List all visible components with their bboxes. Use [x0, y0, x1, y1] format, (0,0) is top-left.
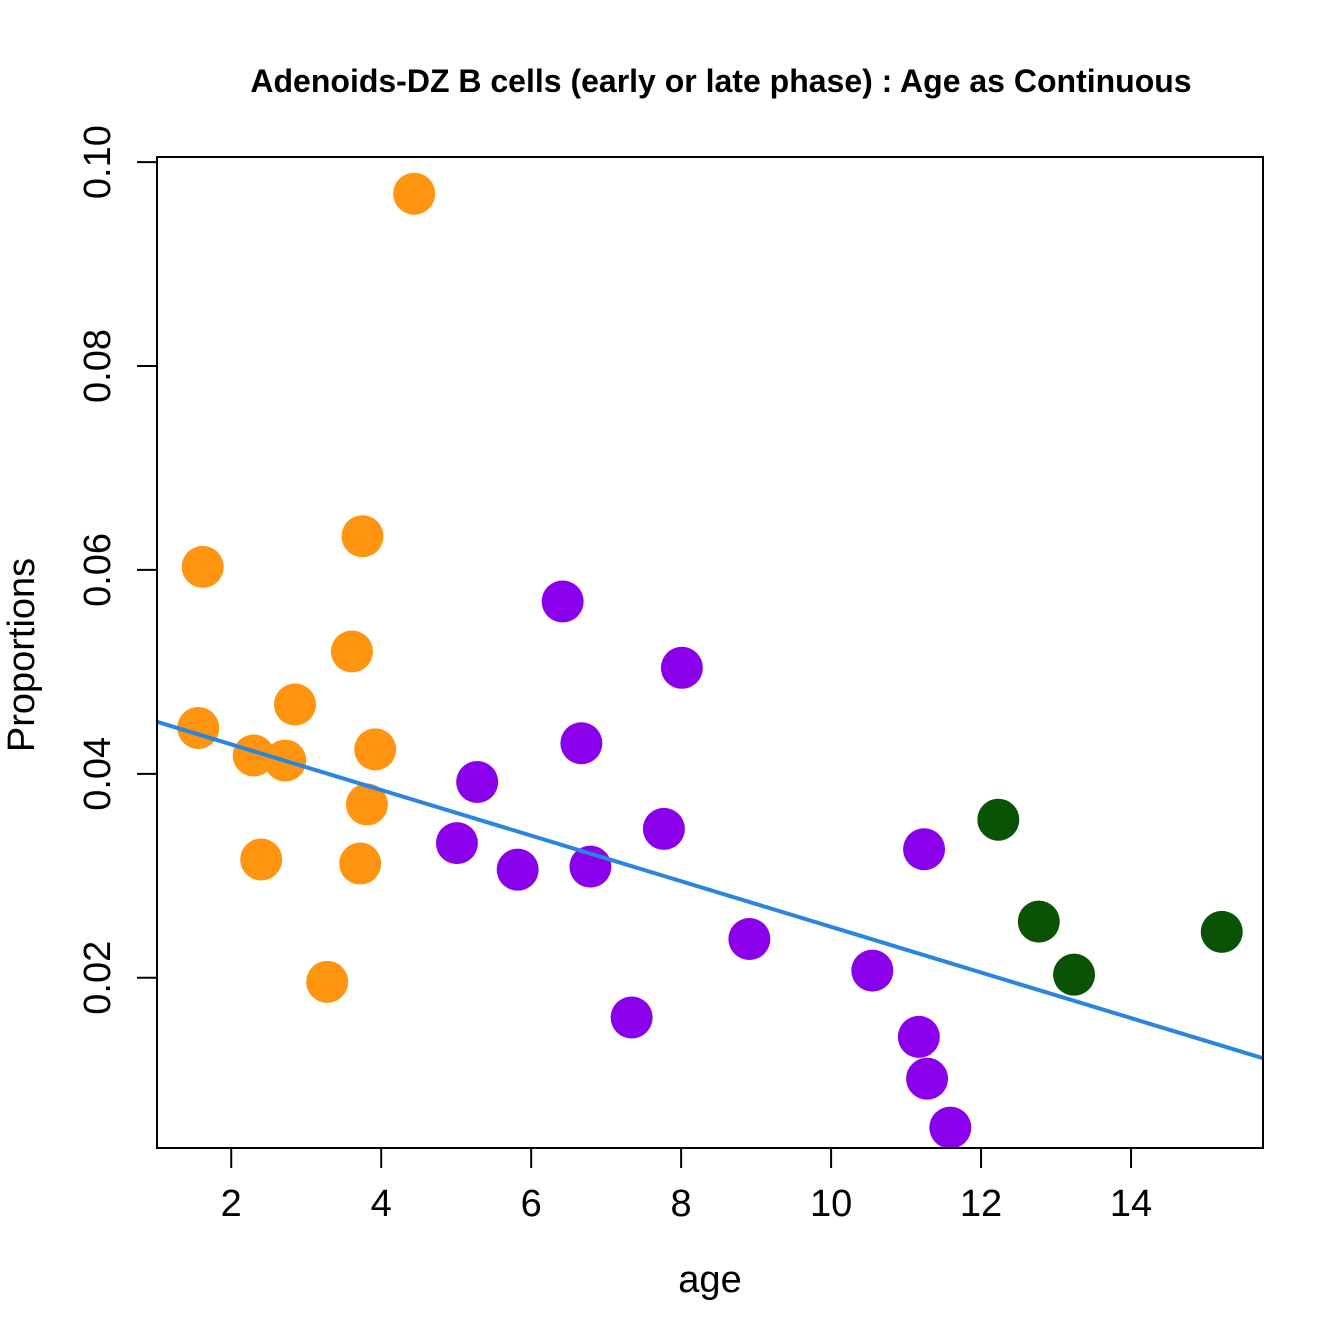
- data-point: [456, 760, 499, 803]
- data-point: [1053, 953, 1096, 996]
- orange-group-series: [177, 172, 436, 1003]
- data-point: [906, 1057, 949, 1100]
- data-point: [977, 798, 1020, 841]
- x-tick-label: 6: [521, 1183, 542, 1225]
- x-tick-label: 4: [371, 1183, 392, 1225]
- data-point: [273, 683, 316, 726]
- data-point: [232, 734, 275, 777]
- data-point: [1200, 910, 1243, 953]
- data-point: [610, 996, 653, 1039]
- x-axis-label: age: [678, 1259, 741, 1301]
- data-point: [496, 848, 539, 891]
- data-point: [354, 728, 397, 771]
- x-tick-label: 12: [960, 1183, 1002, 1225]
- y-tick-label: 0.02: [77, 941, 119, 1015]
- y-tick-label: 0.06: [77, 533, 119, 607]
- data-point: [330, 630, 373, 673]
- x-tick-label: 2: [221, 1183, 242, 1225]
- data-point: [339, 842, 382, 885]
- data-point: [435, 822, 478, 865]
- y-tick-label: 0.10: [77, 125, 119, 199]
- y-axis: 0.02 0.04 0.06 0.08 0.10: [77, 125, 157, 1015]
- data-point: [541, 580, 584, 623]
- data-point: [851, 949, 894, 992]
- data-point: [728, 917, 771, 960]
- data-point: [642, 807, 685, 850]
- regression-line: [157, 719, 1263, 1061]
- y-tick-label: 0.08: [77, 329, 119, 403]
- green-group-series: [977, 798, 1243, 996]
- data-point: [903, 828, 946, 871]
- data-point: [306, 960, 349, 1003]
- data-point: [240, 838, 283, 881]
- y-axis-label: Proportions: [1, 558, 43, 752]
- data-point: [1017, 900, 1060, 943]
- data-point: [393, 172, 436, 215]
- data-point: [897, 1015, 940, 1058]
- data-point: [560, 722, 603, 765]
- x-tick-label: 10: [810, 1183, 852, 1225]
- y-tick-label: 0.04: [77, 737, 119, 811]
- data-point: [929, 1106, 972, 1149]
- chart-title: Adenoids-DZ B cells (early or late phase…: [250, 63, 1191, 99]
- x-tick-label: 14: [1110, 1183, 1152, 1225]
- data-point: [181, 545, 224, 588]
- purple-group-series: [435, 580, 972, 1149]
- plot-frame: [156, 156, 1264, 1149]
- data-point: [660, 646, 703, 689]
- data-point: [345, 783, 388, 826]
- plot-area: [157, 172, 1263, 1149]
- data-point: [341, 515, 384, 558]
- x-axis: 2 4 6 8 10 12 14: [221, 1148, 1152, 1225]
- x-tick-label: 8: [671, 1183, 692, 1225]
